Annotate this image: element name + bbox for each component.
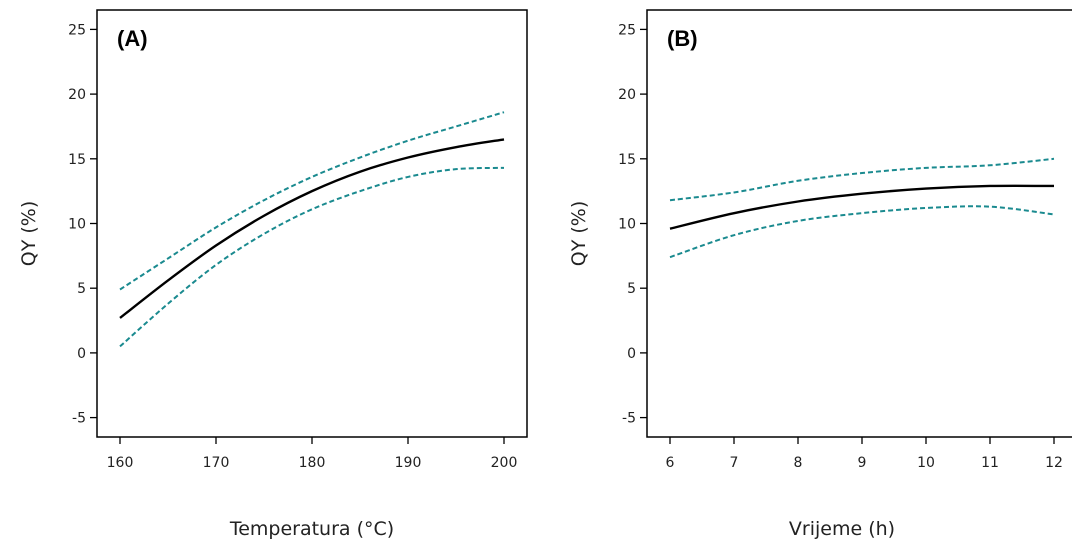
x-tick-label: 9 — [858, 455, 867, 471]
x-tick-label: 12 — [1045, 455, 1063, 471]
y-tick-label: 15 — [68, 152, 86, 168]
y-tick-label: 25 — [618, 22, 636, 38]
x-axis-title: Vrijeme (h) — [789, 518, 895, 540]
series-line-lower — [669, 205, 1055, 259]
x-tick-label: 190 — [395, 455, 422, 471]
y-tick-label: 20 — [618, 87, 636, 103]
x-tick-label: 180 — [299, 455, 326, 471]
panel-b: -5 0 5 10 15 20 25 6 7 8 9 10 11 12 Vrijeme (h) QY (%) (… — [568, 9, 1072, 540]
y-tick-label: 0 — [627, 346, 636, 362]
plot-frame — [646, 9, 1072, 438]
plot-frame — [96, 9, 528, 438]
y-tick-label: 10 — [618, 217, 636, 233]
x-tick-label: 10 — [917, 455, 935, 471]
y-tick-label: -5 — [622, 411, 636, 427]
x-axis-title: Temperatura (°C) — [229, 518, 394, 540]
series-line-fit — [669, 184, 1055, 230]
panel-label: (B) — [667, 26, 698, 51]
series-line-upper — [119, 111, 505, 291]
y-tick-label: 10 — [68, 217, 86, 233]
x-tick-label: 11 — [981, 455, 999, 471]
series-line-upper — [669, 157, 1055, 202]
y-tick-label: -5 — [72, 411, 86, 427]
x-tick-label: 170 — [203, 455, 230, 471]
x-tick-label: 7 — [730, 455, 739, 471]
y-tick-label: 0 — [77, 346, 86, 362]
series-line-fit — [119, 138, 505, 319]
x-tick-label: 6 — [666, 455, 675, 471]
x-tick-label: 200 — [491, 455, 518, 471]
series-line-lower — [119, 166, 505, 348]
y-tick-label: 25 — [68, 22, 86, 38]
x-tick-label: 160 — [107, 455, 134, 471]
panel-a: -5 0 5 10 15 20 25 160 170 180 190 200 Temperatura (… — [18, 9, 528, 540]
panel-label: (A) — [117, 26, 148, 51]
y-tick-label: 20 — [68, 87, 86, 103]
y-tick-label: 15 — [618, 152, 636, 168]
y-axis-title: QY (%) — [18, 201, 40, 266]
y-axis-title: QY (%) — [568, 201, 590, 266]
y-tick-label: 5 — [627, 281, 636, 297]
x-tick-label: 8 — [794, 455, 803, 471]
y-tick-label: 5 — [77, 281, 86, 297]
